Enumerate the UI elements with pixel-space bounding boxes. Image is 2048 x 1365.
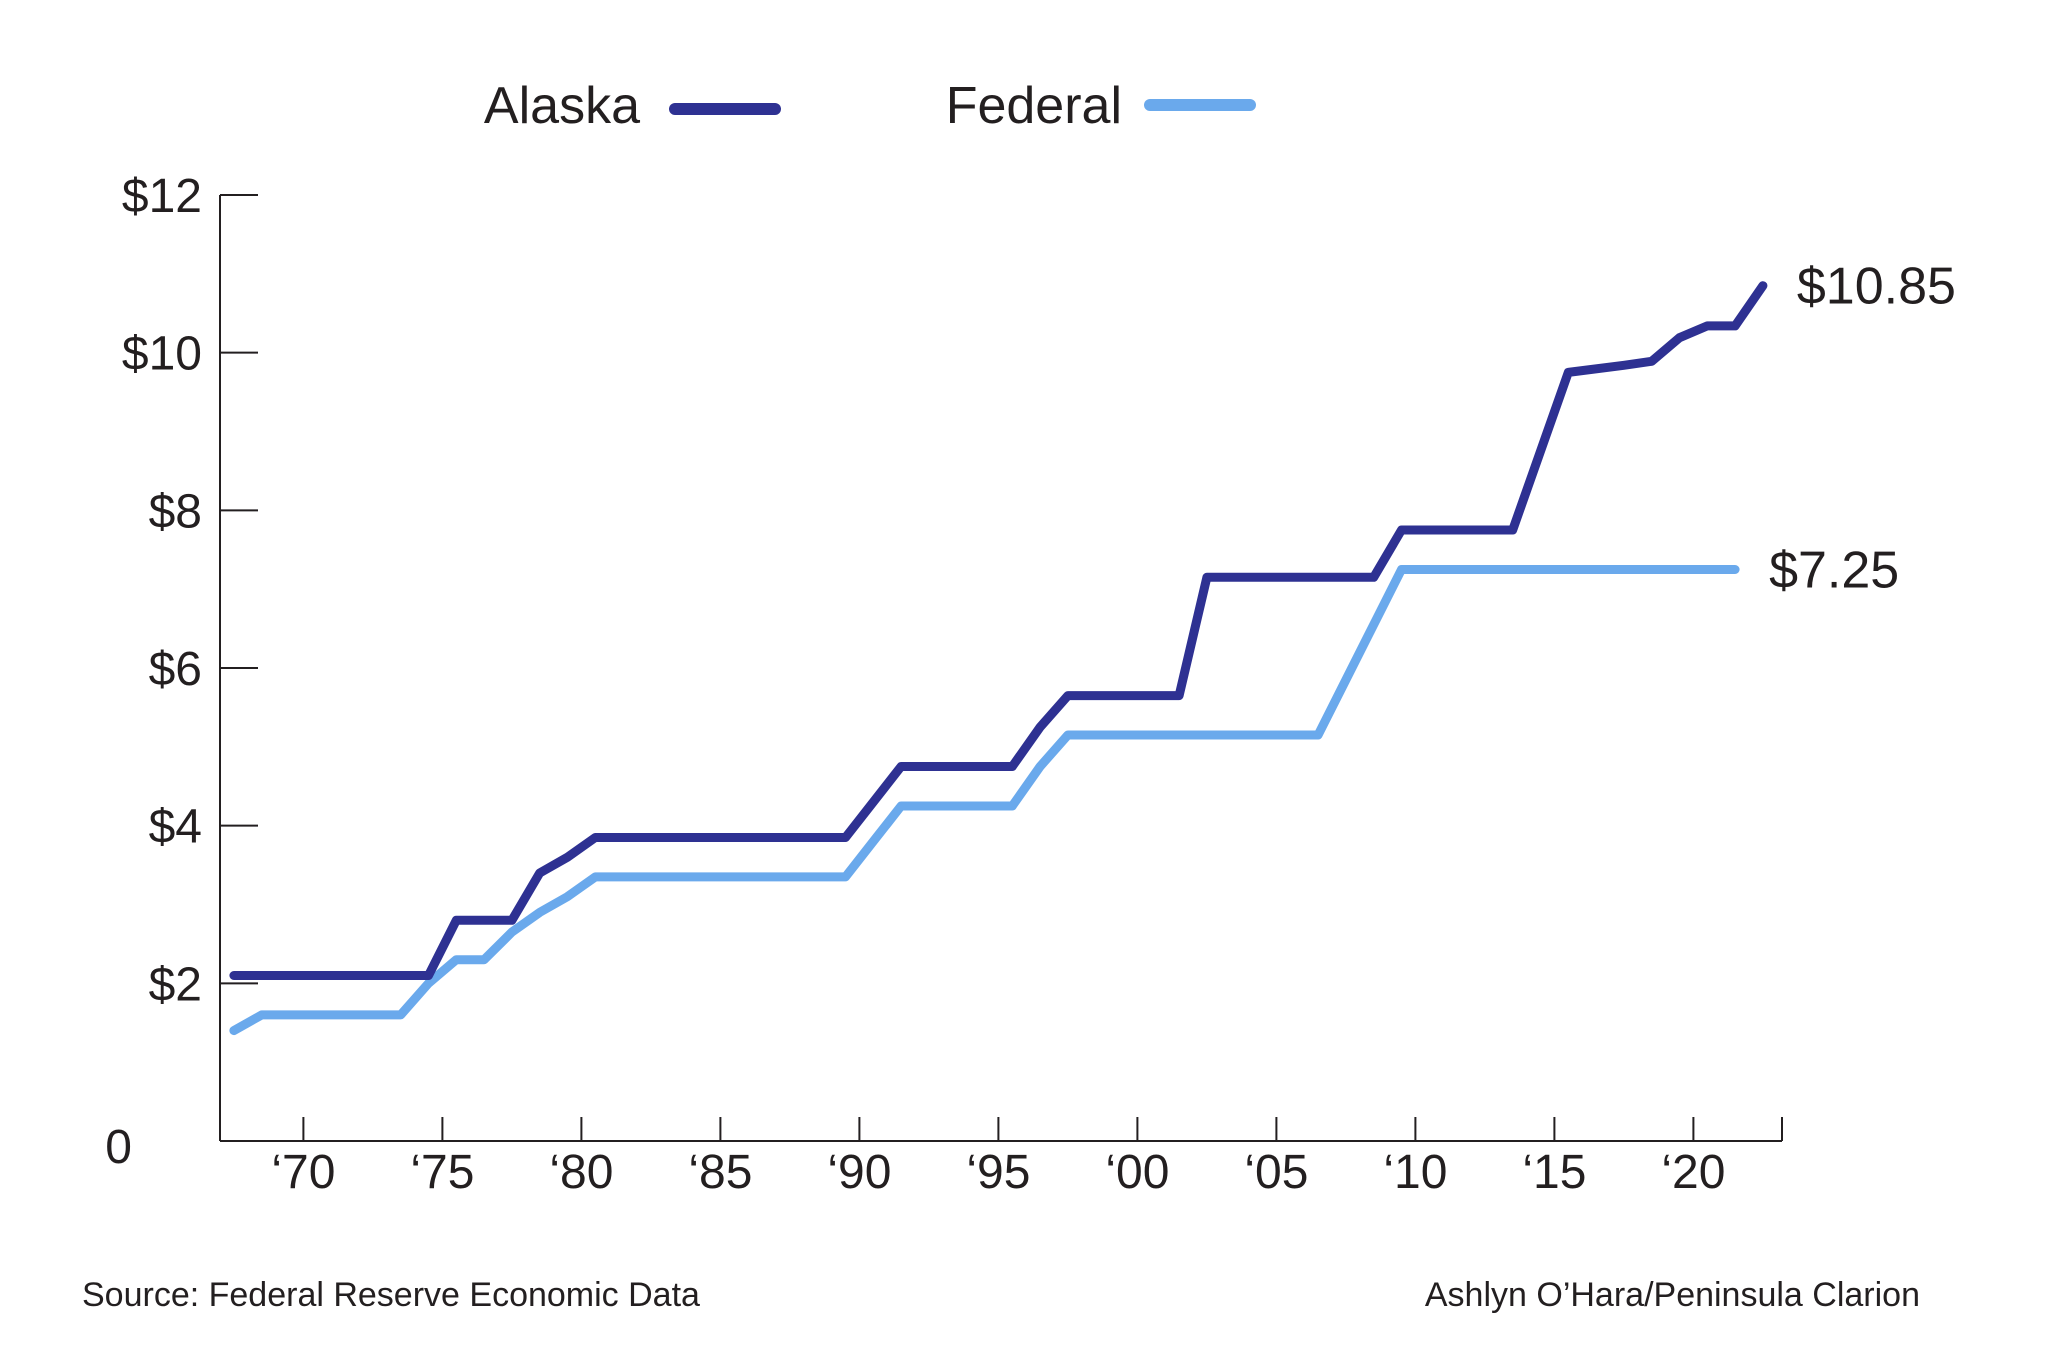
x-tick-label: ‘75 <box>410 1146 474 1199</box>
x-tick-label: ‘70 <box>271 1146 335 1199</box>
end-label-federal: $7.25 <box>1769 541 1899 599</box>
x-tick-label: ‘20 <box>1661 1146 1725 1199</box>
series-line-federal <box>229 565 1740 1036</box>
end-label-alaska: $10.85 <box>1797 258 1956 316</box>
x-tick-label: ‘15 <box>1522 1146 1586 1199</box>
x-ticks: ‘70 ‘75 ‘80 ‘85 ‘90 ‘95 ‘00 ‘05 ‘10 ‘15 ‘20 <box>271 1117 1783 1199</box>
y-tick-label: $12 <box>122 170 202 223</box>
credit-note: Ashlyn O’Hara/Peninsula Clarion <box>1425 1276 1920 1314</box>
x-tick-label: ‘90 <box>827 1146 891 1199</box>
x-tick-label: ‘80 <box>549 1146 613 1199</box>
legend: Alaska Federal <box>484 77 1256 135</box>
x-tick-label: ‘95 <box>966 1146 1030 1199</box>
axes: 0 $2 $4 $6 $8 $10 $12 ‘70 ‘75 ‘80 ‘85 ‘90 ‘95 ‘00 ‘05… <box>105 170 1783 1199</box>
x-tick-label: ‘10 <box>1383 1146 1447 1199</box>
x-tick-label: ‘00 <box>1105 1146 1169 1199</box>
legend-label-alaska: Alaska <box>484 77 640 135</box>
y-tick-label: $2 <box>149 958 202 1011</box>
y-tick-label: $8 <box>149 485 202 538</box>
legend-label-federal: Federal <box>946 77 1122 135</box>
end-labels: $10.85 $7.25 <box>1769 258 1956 600</box>
x-tick-label: ‘05 <box>1244 1146 1308 1199</box>
series-line-alaska <box>229 281 1768 980</box>
y-tick-label: 0 <box>105 1121 132 1174</box>
x-tick-label: ‘85 <box>688 1146 752 1199</box>
source-note: Source: Federal Reserve Economic Data <box>82 1276 700 1314</box>
y-tick-label: $4 <box>149 801 202 854</box>
y-tick-label: $10 <box>122 328 202 381</box>
y-ticks: 0 $2 $4 $6 $8 $10 $12 <box>105 170 258 1174</box>
series-group <box>229 281 1768 1036</box>
y-tick-label: $6 <box>149 643 202 696</box>
